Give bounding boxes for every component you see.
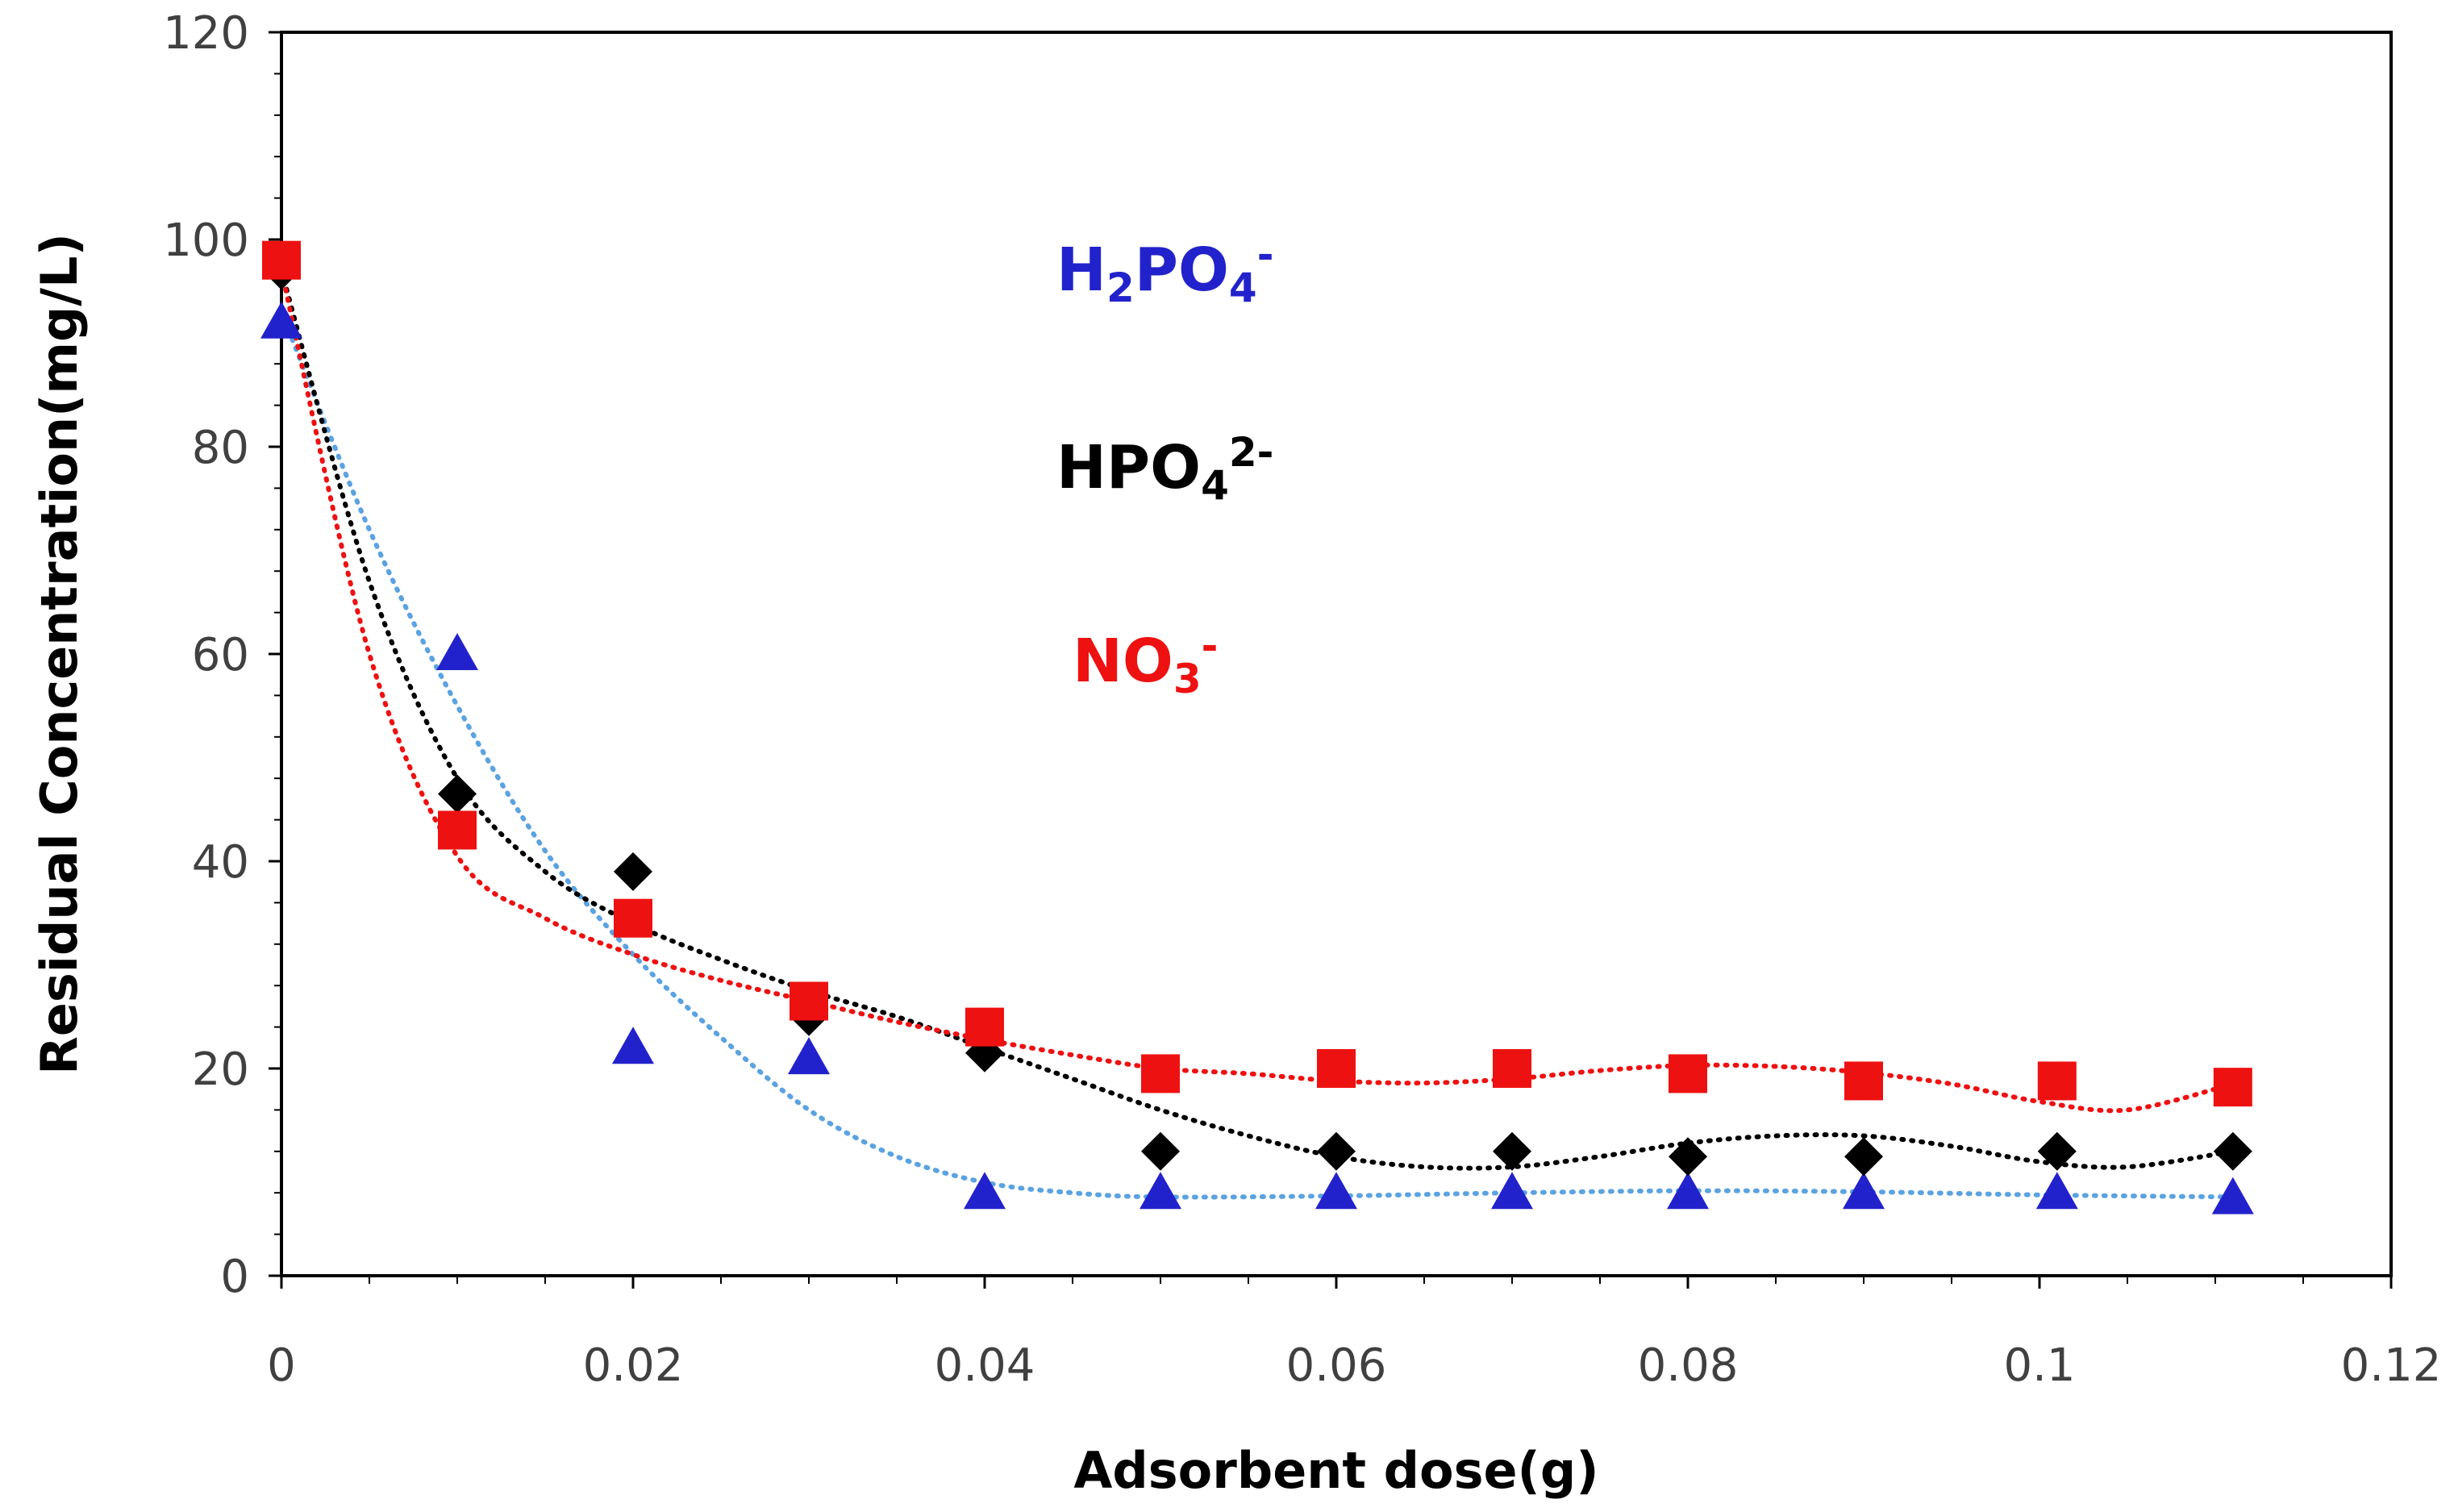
- data-point-triangle: [1491, 1172, 1533, 1210]
- data-point-triangle: [260, 301, 302, 339]
- legend-label-part: 2-: [1229, 429, 1274, 476]
- data-point-square: [965, 1007, 1004, 1047]
- data-point-triangle: [2211, 1177, 2254, 1214]
- legend-label-part: 2: [1106, 264, 1135, 311]
- x-tick-label: 0.06: [1286, 1339, 1387, 1392]
- data-point-triangle: [1843, 1172, 1885, 1210]
- legend-label-0: H2PO4-: [1056, 231, 1273, 312]
- data-point-square: [790, 981, 828, 1021]
- trendline-0: [279, 309, 2235, 1200]
- data-point-diamond: [2037, 1131, 2077, 1171]
- data-point-square: [1141, 1054, 1180, 1093]
- y-tick-label: 80: [192, 422, 249, 474]
- legend-label-part: 4: [1229, 264, 1257, 311]
- data-point-triangle: [1667, 1172, 1709, 1210]
- data-point-square: [614, 898, 652, 938]
- data-point-diamond: [1669, 1137, 1707, 1177]
- y-axis-title: Residual Concentration(mg/L): [30, 233, 89, 1075]
- x-tick-label: 0.1: [2003, 1339, 2075, 1392]
- data-point-triangle: [612, 1027, 654, 1064]
- legend-label-part: HPO: [1056, 433, 1201, 502]
- data-point-diamond: [2213, 1131, 2252, 1171]
- data-point-square: [262, 240, 301, 280]
- data-point-square: [438, 810, 477, 850]
- y-tick-label: 40: [192, 836, 249, 889]
- y-axis: 0 20 40 60 80 100 120: [163, 7, 281, 1303]
- x-tick-label: 0.12: [2341, 1339, 2442, 1392]
- data-markers: [260, 240, 2254, 1214]
- x-axis-title: Adsorbent dose(g): [1073, 1441, 1598, 1500]
- data-point-square: [1493, 1049, 1531, 1088]
- data-point-square: [2213, 1068, 2252, 1107]
- data-point-diamond: [1317, 1131, 1356, 1171]
- legend-label-part: H: [1056, 235, 1106, 305]
- y-tick-label: 120: [163, 7, 249, 60]
- legend-label-part: -: [1257, 231, 1274, 278]
- legend-label-2: NO3-: [1073, 623, 1218, 703]
- data-point-square: [1844, 1061, 1883, 1101]
- x-tick-label: 0: [267, 1339, 296, 1392]
- data-point-triangle: [964, 1172, 1006, 1210]
- data-point-triangle: [436, 633, 478, 670]
- x-tick-label: 0.08: [1638, 1339, 1739, 1392]
- trendline-1: [279, 268, 2235, 1171]
- x-tick-label: 0.02: [583, 1339, 684, 1392]
- legend-label-part: 3: [1173, 656, 1202, 702]
- y-tick-label: 20: [192, 1043, 249, 1096]
- legend-label-part: NO: [1073, 627, 1173, 696]
- x-axis: 0 0.02 0.04 0.06 0.08 0.1 0.12: [267, 1276, 2441, 1392]
- legend-label-1: HPO42-: [1056, 429, 1273, 510]
- data-point-diamond: [1493, 1131, 1531, 1171]
- data-point-square: [1669, 1054, 1707, 1093]
- data-point-square: [1317, 1049, 1356, 1088]
- data-point-square: [2037, 1061, 2077, 1101]
- y-tick-label: 100: [163, 215, 249, 267]
- legend: H2PO4-HPO42-NO3-: [1056, 231, 1273, 703]
- y-tick-label: 60: [192, 629, 249, 681]
- data-point-triangle: [788, 1037, 830, 1075]
- data-point-triangle: [1315, 1172, 1357, 1210]
- data-point-diamond: [1141, 1131, 1180, 1171]
- data-point-diamond: [1844, 1137, 1883, 1177]
- legend-label-part: 4: [1201, 462, 1229, 509]
- y-tick-label: 0: [220, 1251, 249, 1303]
- data-point-diamond: [614, 852, 652, 891]
- legend-label-part: PO: [1135, 235, 1229, 305]
- data-point-diamond: [438, 774, 477, 814]
- x-tick-label: 0.04: [935, 1339, 1035, 1392]
- data-point-triangle: [1140, 1172, 1181, 1210]
- legend-label-part: -: [1202, 623, 1219, 669]
- data-point-triangle: [2035, 1172, 2078, 1210]
